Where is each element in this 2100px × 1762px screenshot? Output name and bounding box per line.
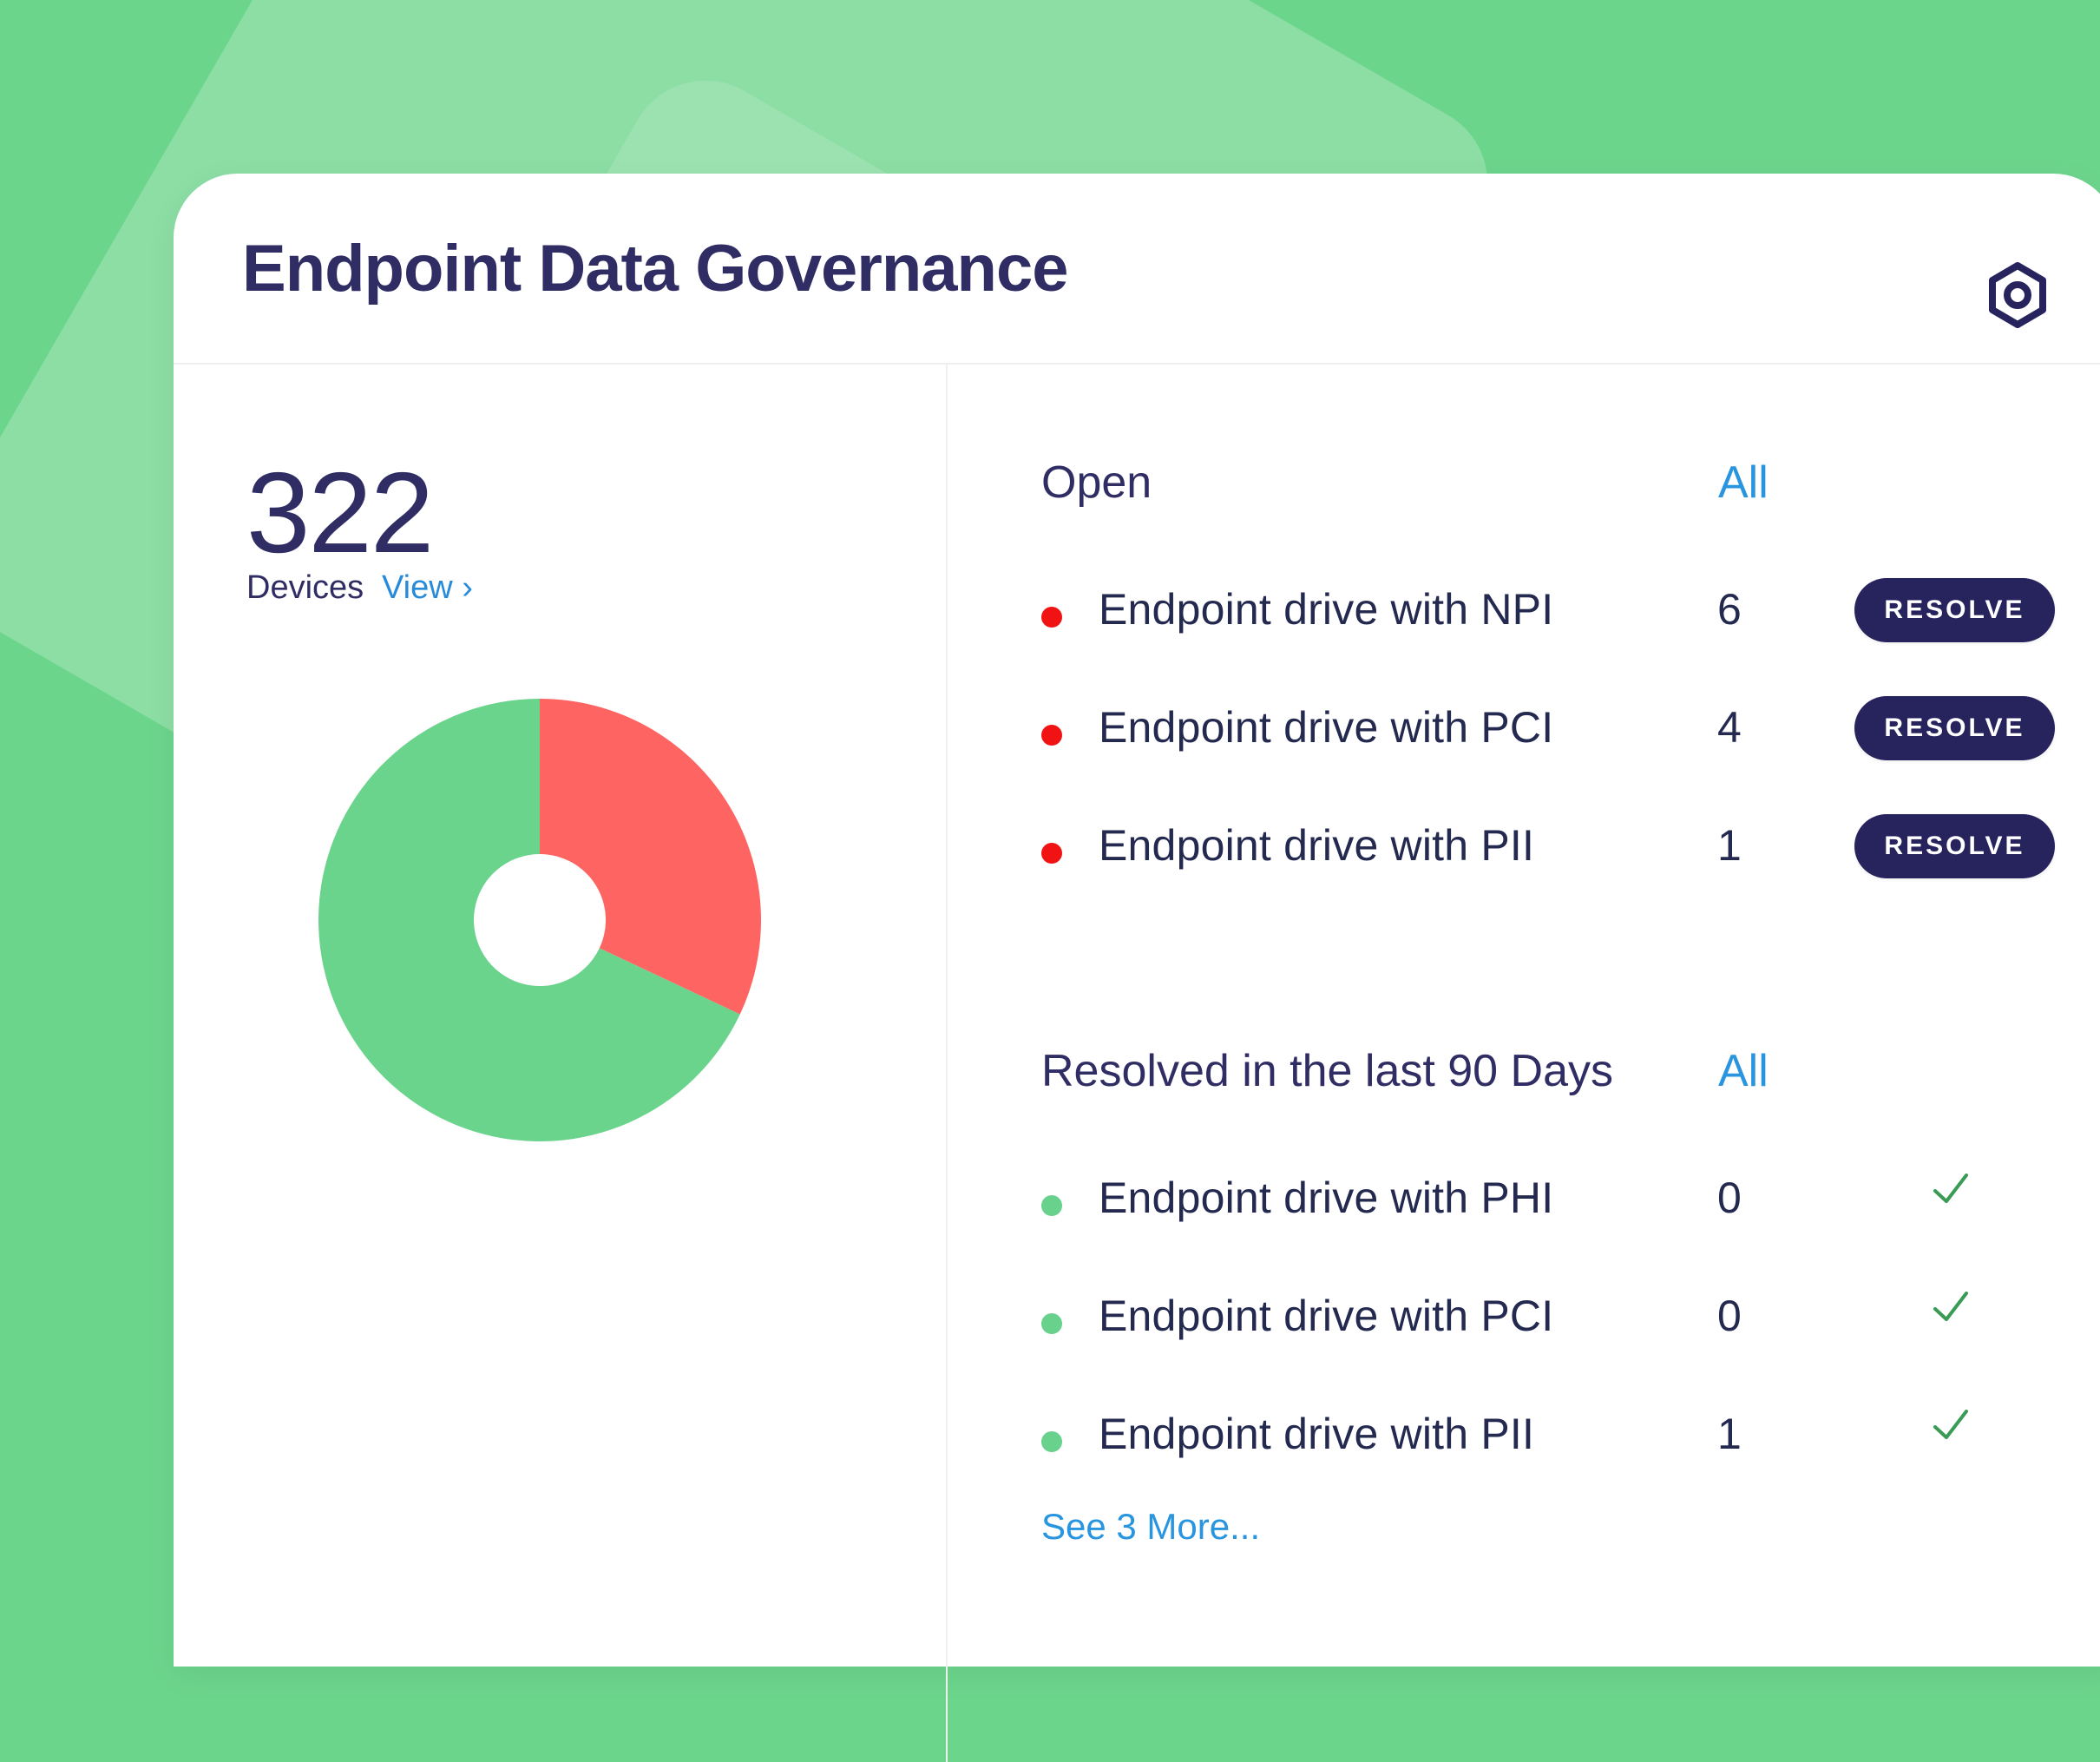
resolved-item-count: 0 [1717,1292,1742,1340]
resolve-button[interactable]: RESOLVE [1854,814,2055,878]
resolved-section-title: Resolved in the last 90 Days [1041,1046,1614,1096]
view-devices-link[interactable]: View › [382,569,473,606]
open-item-label: Endpoint drive with PII [1099,821,1535,870]
green-dot [1041,1431,1062,1452]
red-dot [1041,607,1062,628]
check-icon [1933,1410,1968,1439]
page-title: Endpoint Data Governance [242,232,1068,306]
resolved-item-pci: Endpoint drive with PCI 0 [1041,1292,2048,1364]
resolved-item-label: Endpoint drive with PCI [1099,1292,1554,1340]
status-donut-chart [318,699,761,1141]
see-more-link[interactable]: See 3 More... [1041,1506,1261,1547]
red-dot [1041,725,1062,746]
open-section-title: Open [1041,457,1152,508]
red-dot [1041,843,1062,864]
check-icon [1933,1292,1968,1321]
resolved-item-pii: Endpoint drive with PII 1 [1041,1410,2048,1482]
open-item-count: 6 [1717,585,1742,634]
open-item-pii: Endpoint drive with PII 1 RESOLVE [1041,814,2055,893]
open-item-count: 1 [1717,821,1742,870]
resolve-button[interactable]: RESOLVE [1854,696,2055,760]
check-icon [1933,1174,1968,1203]
device-count: 322 [246,449,434,576]
donut-slice-ok [318,699,740,1141]
resolved-item-count: 0 [1717,1174,1742,1222]
card-header: Endpoint Data Governance [174,174,2100,365]
resolved-item-label: Endpoint drive with PHI [1099,1174,1554,1222]
gear-icon[interactable] [1983,260,2052,330]
resolved-all-link[interactable]: All [1718,1046,1769,1096]
content-divider [946,365,948,1762]
resolved-item-phi: Endpoint drive with PHI 0 [1041,1174,2048,1246]
open-item-pci: Endpoint drive with PCI 4 RESOLVE [1041,696,2055,775]
donut-slice-alert [540,699,761,1015]
resolved-item-count: 1 [1717,1410,1742,1458]
open-item-npi: Endpoint drive with NPI 6 RESOLVE [1041,578,2055,657]
open-item-label: Endpoint drive with NPI [1099,585,1554,634]
green-dot [1041,1313,1062,1334]
open-item-count: 4 [1717,703,1742,752]
open-all-link[interactable]: All [1718,457,1769,508]
resolve-button[interactable]: RESOLVE [1854,578,2055,642]
dashboard-card: Endpoint Data Governance 322 Devices Vie… [174,174,2100,1762]
resolved-item-label: Endpoint drive with PII [1099,1410,1535,1458]
open-item-label: Endpoint drive with PCI [1099,703,1554,752]
devices-label: Devices [246,569,364,606]
green-dot [1041,1195,1062,1216]
